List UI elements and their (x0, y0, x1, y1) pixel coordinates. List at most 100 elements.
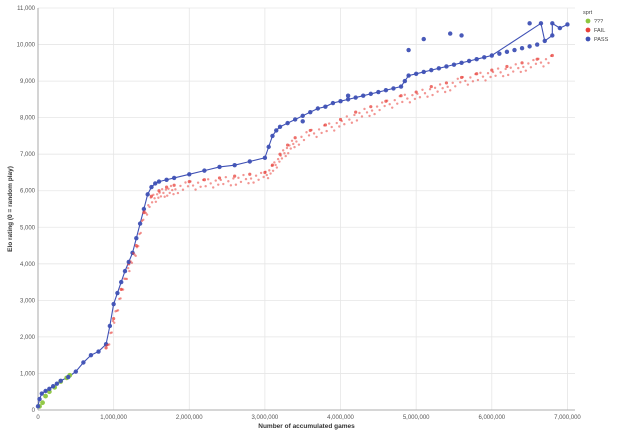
data-point-fail-dense (289, 147, 292, 150)
x-tick-label: 2,000,000 (176, 415, 203, 421)
data-point-fail-dense (121, 288, 125, 291)
data-point-fail (354, 110, 358, 114)
data-point-pass (482, 55, 487, 60)
data-point-pass (421, 36, 426, 42)
data-point-fail-dense (393, 98, 396, 102)
data-point-fail-dense (428, 88, 432, 91)
data-point-fail-dense (355, 119, 359, 122)
x-axis-title: Number of accumulated games (258, 423, 355, 430)
data-point-fail-dense (125, 277, 129, 281)
data-point-fail-dense (244, 177, 248, 181)
data-point-pass (217, 164, 222, 170)
data-point-fail-dense (363, 107, 366, 111)
data-point-pass (153, 181, 158, 186)
legend-label: ??? (594, 19, 603, 25)
data-point-fail-dense (275, 166, 279, 169)
data-point-fail-dense (494, 74, 497, 77)
data-point-fail-dense (325, 129, 328, 133)
data-point-fail-dense (446, 85, 449, 89)
data-point-fail-dense (285, 146, 289, 150)
data-point-pass (444, 64, 449, 69)
y-axis-ticks: 0 1,000 2,000 3,000 4,000 5,000 6,000 7,000 8,00… (17, 6, 36, 414)
data-point-fail-dense (348, 118, 351, 121)
data-point-fail (104, 346, 108, 350)
data-point-fail-dense (171, 188, 174, 192)
data-point-fail-dense (476, 78, 480, 82)
data-point-fail-dense (174, 188, 177, 191)
data-point-pass (232, 162, 237, 168)
data-point-fail-dense (181, 188, 185, 191)
data-point-fail-dense (343, 123, 346, 126)
data-point-fail-dense (292, 142, 295, 146)
data-point-fail-dense (416, 92, 419, 95)
data-point-fail-dense (130, 261, 134, 264)
data-point-fail-dense (145, 213, 149, 216)
data-point-fail-dense (232, 177, 235, 180)
legend-marker (585, 18, 591, 24)
data-point-pass (323, 104, 328, 109)
data-point-pass (542, 38, 547, 44)
legend-label: PASS (594, 37, 609, 43)
legend-marker (585, 27, 591, 33)
data-point-fail-dense (451, 81, 454, 85)
y-tick-label: 10,000 (17, 43, 36, 49)
data-point-fail-dense (312, 132, 316, 135)
data-point-fail-dense (217, 183, 220, 186)
data-point-fail-dense (144, 211, 147, 215)
data-point-pass (187, 172, 192, 177)
data-point-fail-dense (266, 176, 270, 180)
data-point-fail-dense (486, 72, 490, 75)
data-point-fail (248, 172, 252, 176)
y-tick-label: 0 (32, 408, 36, 414)
data-point-fail-dense (375, 105, 379, 108)
data-point-fail-dense (293, 145, 296, 149)
x-tick-label: 6,000,000 (478, 415, 505, 421)
data-point-pass (406, 47, 411, 53)
data-point-fail-dense (534, 62, 538, 66)
data-point-fail (293, 136, 297, 140)
data-point-fail (505, 64, 509, 69)
data-point-fail-dense (157, 196, 160, 199)
data-point-pass (402, 78, 408, 84)
data-point-fail-dense (537, 57, 540, 61)
x-axis-ticks: 0 1,000,000 2,000,000 3,000,000 4,000,000 5,0… (36, 415, 581, 421)
data-point-fail-dense (338, 125, 341, 128)
data-point-fail-dense (519, 70, 522, 74)
data-point-fail-dense (358, 111, 361, 115)
x-tick-label: 5,000,000 (403, 415, 430, 421)
data-point-fail-dense (411, 93, 414, 97)
data-point-fail (164, 185, 169, 189)
data-point-fail-dense (224, 175, 228, 179)
data-point-fail-dense (214, 179, 217, 182)
data-point-fail-dense (276, 157, 280, 161)
data-point-pass (512, 47, 517, 53)
data-point-fail-dense (189, 180, 192, 183)
data-point-fail-dense (273, 161, 276, 164)
data-point-fail-dense (353, 113, 356, 117)
data-point-pass (436, 66, 442, 71)
data-point-pass (308, 109, 313, 115)
data-point-fail-dense (153, 197, 156, 200)
y-axis-title: Elo rating (0 = random play) (7, 166, 14, 252)
data-point-fail-dense (142, 218, 145, 221)
data-point-pass (451, 62, 457, 67)
data-point-pass (345, 97, 351, 102)
data-point-fail-dense (549, 54, 553, 58)
data-point-fail-dense (191, 184, 195, 187)
data-point-fail-dense (194, 188, 197, 191)
data-point-pass (315, 106, 321, 111)
data-point-fail-dense (406, 97, 409, 100)
data-point-pass (292, 117, 298, 122)
data-point-fail-dense (385, 99, 389, 102)
data-point-fail-dense (119, 297, 122, 300)
data-point-fail-dense (539, 61, 543, 64)
data-point-pass (270, 133, 275, 139)
data-point-fail-dense (163, 195, 166, 198)
data-point-fail-dense (288, 144, 291, 147)
data-point-fail-dense (184, 181, 187, 184)
data-point-fail-dense (504, 67, 507, 71)
data-point-fail-dense (524, 69, 528, 72)
data-point-fail-dense (166, 194, 169, 197)
x-tick-label: 7,000,000 (554, 415, 581, 421)
data-point-fail-dense (242, 173, 245, 177)
